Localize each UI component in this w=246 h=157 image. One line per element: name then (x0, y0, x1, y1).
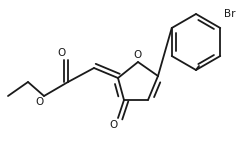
Text: O: O (134, 50, 142, 60)
Text: Br: Br (224, 9, 235, 19)
Text: O: O (36, 97, 44, 107)
Text: O: O (110, 120, 118, 130)
Text: O: O (58, 48, 66, 58)
